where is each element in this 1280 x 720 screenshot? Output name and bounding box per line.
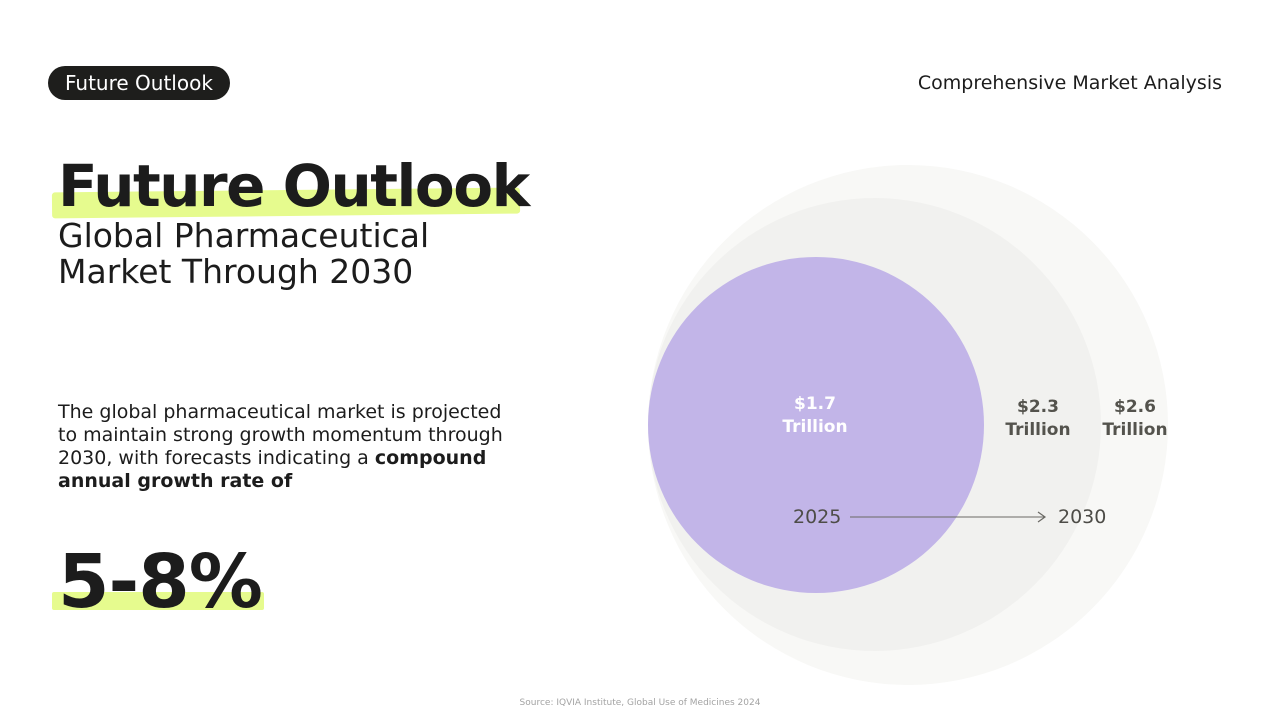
circle-value: $2.3	[1017, 397, 1059, 417]
circle-unit: Trillion	[782, 417, 848, 437]
circle-2025	[648, 257, 984, 593]
description-text: The global pharmaceutical market is proj…	[58, 401, 503, 469]
title-block: Future Outlook	[51, 150, 530, 222]
section-badge: Future Outlook	[48, 66, 230, 100]
growth-stat: 5-8%	[58, 539, 263, 625]
stat-block: 5-8%	[52, 539, 264, 625]
circle-label-mid: $2.3 Trillion	[988, 396, 1088, 442]
circle-value: $2.6	[1114, 397, 1156, 417]
circle-unit: Trillion	[1102, 420, 1168, 440]
section-heading: Comprehensive Market Analysis	[917, 72, 1222, 94]
year-start-label: 2025	[793, 506, 842, 528]
circle-unit: Trillion	[1005, 420, 1071, 440]
description-bold: compound annual growth rate of	[58, 447, 487, 492]
year-end-label: 2030	[1058, 506, 1107, 528]
circle-value: $1.7	[794, 394, 836, 414]
page-subtitle: Global Pharmaceutical Market Through 203…	[58, 216, 430, 291]
circle-label-2025: $1.7 Trillion	[765, 393, 865, 439]
arrow-right-icon	[850, 511, 1047, 523]
page-title: Future Outlook	[58, 152, 530, 220]
circle-label-outer: $2.6 Trillion	[1085, 396, 1185, 442]
description: The global pharmaceutical market is proj…	[58, 401, 513, 493]
stat-highlight	[52, 592, 264, 610]
source-note: Source: IQVIA Institute, Global Use of M…	[519, 698, 761, 708]
